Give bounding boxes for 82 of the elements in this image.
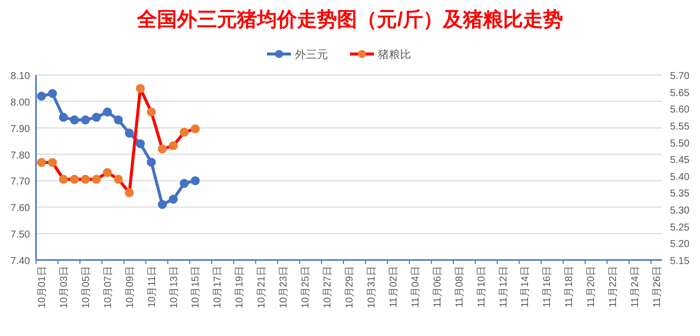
- y2-tick-label: 5.50: [670, 138, 690, 150]
- point: [102, 108, 112, 116]
- x-tick-label: 10月07日: [102, 266, 114, 308]
- x-tick-label: 10月27日: [322, 266, 334, 308]
- y-tick-label: 7.80: [10, 150, 30, 162]
- point: [70, 174, 79, 184]
- point: [180, 178, 189, 188]
- x-tick-label: 10月25日: [300, 266, 312, 308]
- y-tick-label: 8.10: [10, 71, 30, 82]
- y-tick-label: 7.40: [10, 256, 30, 267]
- x-tick-label: 11月12日: [498, 266, 510, 308]
- y2-tick-label: 5.40: [670, 172, 690, 183]
- x-tick-label: 10月23日: [278, 266, 290, 308]
- x-tick-label: 11月02日: [388, 266, 400, 308]
- point: [102, 168, 112, 178]
- y2-tick-label: 5.15: [670, 256, 690, 267]
- x-tick-label: 11月10日: [476, 266, 488, 308]
- point: [70, 115, 79, 124]
- y2-tick-label: 5.25: [670, 222, 690, 234]
- point: [190, 176, 200, 186]
- legend-label: 猪粮比: [378, 48, 411, 61]
- y2-tick-label: 5.45: [670, 155, 690, 166]
- point: [58, 112, 68, 122]
- point: [168, 194, 178, 204]
- point: [114, 115, 123, 124]
- y2-tick-label: 5.60: [670, 104, 690, 116]
- x-tick-label: 10月21日: [256, 266, 268, 308]
- y2-tick-label: 5.55: [670, 121, 690, 132]
- y-tick-label: 7.60: [10, 203, 30, 214]
- x-tick-label: 10月31日: [366, 266, 378, 308]
- point: [80, 174, 90, 184]
- point: [58, 174, 68, 184]
- point: [158, 200, 167, 209]
- point: [190, 124, 200, 134]
- point: [92, 174, 101, 184]
- y2-tick-label: 5.65: [670, 88, 690, 99]
- x-tick-label: 11月08日: [454, 266, 466, 308]
- x-tick-label: 11月20日: [586, 266, 598, 308]
- y2-tick-label: 5.30: [670, 206, 690, 217]
- y-tick-label: 7.50: [10, 230, 30, 241]
- point: [48, 89, 57, 98]
- point: [180, 128, 189, 137]
- y-tick-label: 8.00: [10, 97, 30, 108]
- x-tick-label: 10月19日: [234, 266, 246, 308]
- x-tick-label: 10月03日: [58, 266, 70, 308]
- x-tick-label: 10月11日: [146, 266, 158, 308]
- point: [36, 92, 46, 101]
- x-tick-label: 11月14日: [520, 266, 532, 308]
- x-tick-label: 10月29日: [344, 266, 356, 308]
- x-tick-label: 10月13日: [168, 266, 180, 308]
- x-tick-label: 11月26日: [652, 266, 664, 308]
- x-tick-label: 10月15日: [190, 266, 202, 308]
- point: [92, 112, 101, 122]
- y2-tick-label: 5.35: [670, 188, 690, 200]
- point: [168, 141, 178, 150]
- x-tick-label: 11月04日: [410, 266, 422, 308]
- point: [124, 128, 134, 138]
- x-tick-label: 11月22日: [608, 266, 620, 308]
- point: [136, 84, 145, 93]
- point: [114, 174, 123, 184]
- x-tick-label: 10月09日: [124, 266, 136, 308]
- x-tick-label: 11月06日: [432, 266, 444, 308]
- point: [80, 115, 90, 124]
- y2-tick-label: 5.20: [670, 239, 690, 250]
- x-tick-label: 10月01日: [36, 266, 48, 308]
- x-tick-label: 10月05日: [80, 266, 92, 308]
- point: [158, 144, 167, 154]
- point: [146, 158, 156, 167]
- point: [136, 139, 145, 148]
- y2-tick-label: 5.70: [670, 71, 690, 82]
- point: [124, 188, 134, 198]
- legend-label: 外三元: [295, 49, 328, 61]
- x-tick-label: 10月17日: [212, 266, 224, 308]
- y-tick-label: 7.70: [10, 176, 30, 188]
- y-tick-label: 7.90: [10, 124, 30, 135]
- x-tick-label: 11月18日: [564, 266, 576, 308]
- point: [146, 108, 156, 116]
- point: [48, 158, 57, 167]
- x-tick-label: 11月16日: [542, 266, 554, 308]
- x-tick-label: 11月24日: [630, 266, 642, 308]
- chart-title: 全国外三元猪均价走势图（元/斤）及猪粮比走势: [136, 8, 563, 31]
- point: [36, 158, 46, 167]
